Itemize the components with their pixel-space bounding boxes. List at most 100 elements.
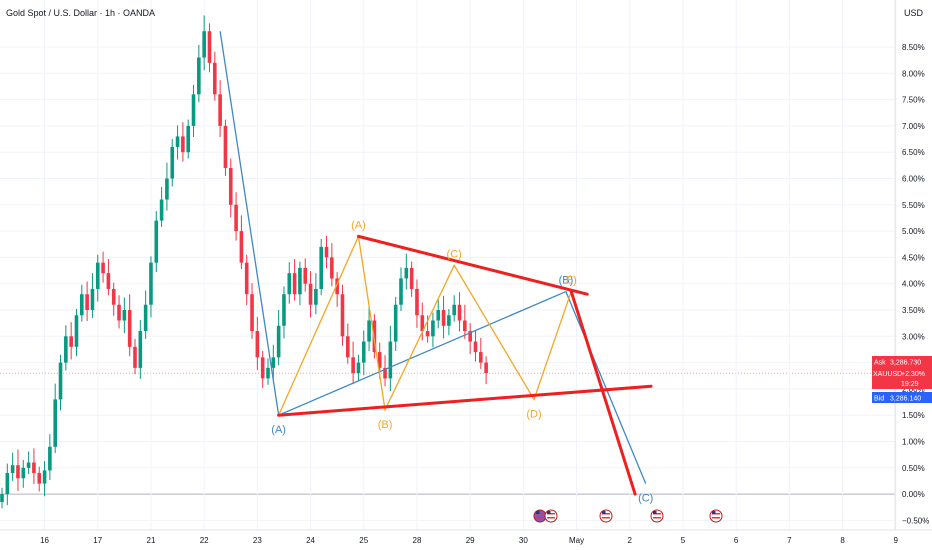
- wave-label: E): [566, 275, 577, 287]
- candle-body: [266, 367, 270, 379]
- x-tick-label: 17: [93, 536, 102, 545]
- change-label: +2.30%: [901, 371, 925, 378]
- wave-labels-layer: (A) (B) (C) (A) (B) (C) (D) E): [271, 219, 653, 504]
- candle-body: [346, 336, 350, 358]
- y-tick-label: 4.50%: [902, 253, 925, 262]
- candle-body: [0, 494, 4, 502]
- wave-label: (C): [447, 248, 462, 260]
- candle-body: [218, 94, 222, 126]
- candle-body: [388, 341, 393, 379]
- candle-body: [228, 167, 233, 205]
- candle-body: [276, 325, 281, 358]
- wave-label: (D): [526, 408, 541, 420]
- candle-body: [377, 352, 382, 368]
- event-icons[interactable]: [533, 509, 723, 523]
- candle-body: [122, 310, 127, 321]
- bid-label: Bid: [874, 396, 884, 403]
- candle-body: [271, 357, 276, 368]
- wave-label: (B): [378, 419, 393, 431]
- candle-body: [361, 341, 366, 363]
- candle-body: [367, 320, 371, 342]
- candle-body: [314, 288, 318, 305]
- x-tick-label: 9: [894, 536, 899, 545]
- candle-body: [250, 294, 254, 332]
- candle-body: [479, 352, 483, 363]
- y-tick-label: 1.00%: [902, 438, 925, 447]
- candle-body: [356, 362, 361, 374]
- trendline-drop: [569, 290, 637, 496]
- trendline-lower: [277, 384, 653, 417]
- candle-body: [149, 262, 153, 305]
- x-tick-label: 7: [787, 536, 792, 545]
- y-tick-label: 7.00%: [902, 122, 925, 131]
- candle-body: [85, 294, 89, 310]
- candle-body: [80, 294, 84, 316]
- trendlines-layer: [277, 234, 653, 496]
- flag-icon-us[interactable]: [599, 509, 613, 523]
- flag-icon-us[interactable]: [709, 509, 723, 523]
- candle-body: [90, 288, 95, 310]
- candle-body: [16, 465, 20, 479]
- candle-body: [484, 362, 488, 374]
- candle-body: [282, 294, 286, 326]
- x-tick-label: 25: [359, 536, 368, 545]
- candle-body: [10, 465, 15, 474]
- y-tick-label: 3.50%: [902, 306, 925, 315]
- y-tick-label: 6.00%: [902, 175, 925, 184]
- x-tick-label: 2: [628, 536, 633, 545]
- candle-body: [468, 331, 472, 342]
- candle-body: [244, 262, 249, 295]
- candle-body: [292, 273, 297, 295]
- candle-body: [117, 304, 121, 321]
- flag-icon-us[interactable]: [544, 509, 558, 523]
- wave-label: (A): [271, 424, 286, 436]
- last-price-tag-bg: [872, 367, 932, 389]
- wave-label: (A): [351, 219, 366, 231]
- candle-body: [255, 331, 260, 358]
- candle-body: [431, 320, 435, 337]
- x-tick-label: 29: [466, 536, 475, 545]
- currency-label[interactable]: USD: [904, 8, 924, 18]
- candle-body: [74, 315, 79, 347]
- y-tick-label: 7.50%: [902, 96, 925, 105]
- candle-body: [207, 31, 212, 63]
- x-tick-label: May: [569, 536, 584, 545]
- candle-body: [127, 310, 132, 347]
- x-tick-label: 16: [40, 536, 49, 545]
- candle-body: [351, 357, 355, 374]
- candle-body: [393, 304, 398, 342]
- candles-layer: [0, 15, 488, 509]
- time-axis[interactable]: 16 17 21 22 23 24 25 28 29 30 May 2 5 6 7 8 9: [40, 536, 898, 545]
- candle-body: [170, 146, 175, 179]
- candle-body: [330, 257, 334, 279]
- orange-wave-path: [278, 234, 572, 416]
- lightning-icon[interactable]: [533, 509, 547, 523]
- blue-wave-path: [219, 31, 647, 484]
- x-tick-label: 28: [413, 536, 422, 545]
- symbol-label: XAUUSD: [873, 371, 902, 378]
- candle-body: [340, 294, 345, 337]
- candle-body: [335, 278, 339, 295]
- flag-icon-us[interactable]: [650, 509, 664, 523]
- candle-body: [197, 57, 201, 95]
- candle-body: [181, 136, 185, 153]
- x-tick-label: 22: [200, 536, 209, 545]
- candle-body: [202, 31, 206, 58]
- candle-body: [53, 399, 57, 447]
- candle-body: [319, 246, 323, 289]
- candle-body: [404, 267, 409, 279]
- price-axis[interactable]: 8.50% 8.00% 7.50% 7.00% 6.50% 6.00% 5.50% 5.00%…: [902, 43, 929, 525]
- candle-body: [42, 470, 47, 484]
- candle-body: [415, 288, 419, 316]
- candle-body: [111, 288, 116, 305]
- candle-body: [101, 262, 105, 274]
- x-tick-label: 6: [734, 536, 739, 545]
- candle-body: [436, 310, 441, 321]
- bid-tag-bg: [872, 392, 932, 403]
- y-tick-label: 3.00%: [902, 332, 925, 341]
- chart-title: Gold Spot / U.S. Dollar · 1h · OANDA: [6, 8, 155, 18]
- candle-body: [154, 220, 159, 263]
- candle-body: [234, 204, 238, 232]
- candle-body: [95, 262, 100, 289]
